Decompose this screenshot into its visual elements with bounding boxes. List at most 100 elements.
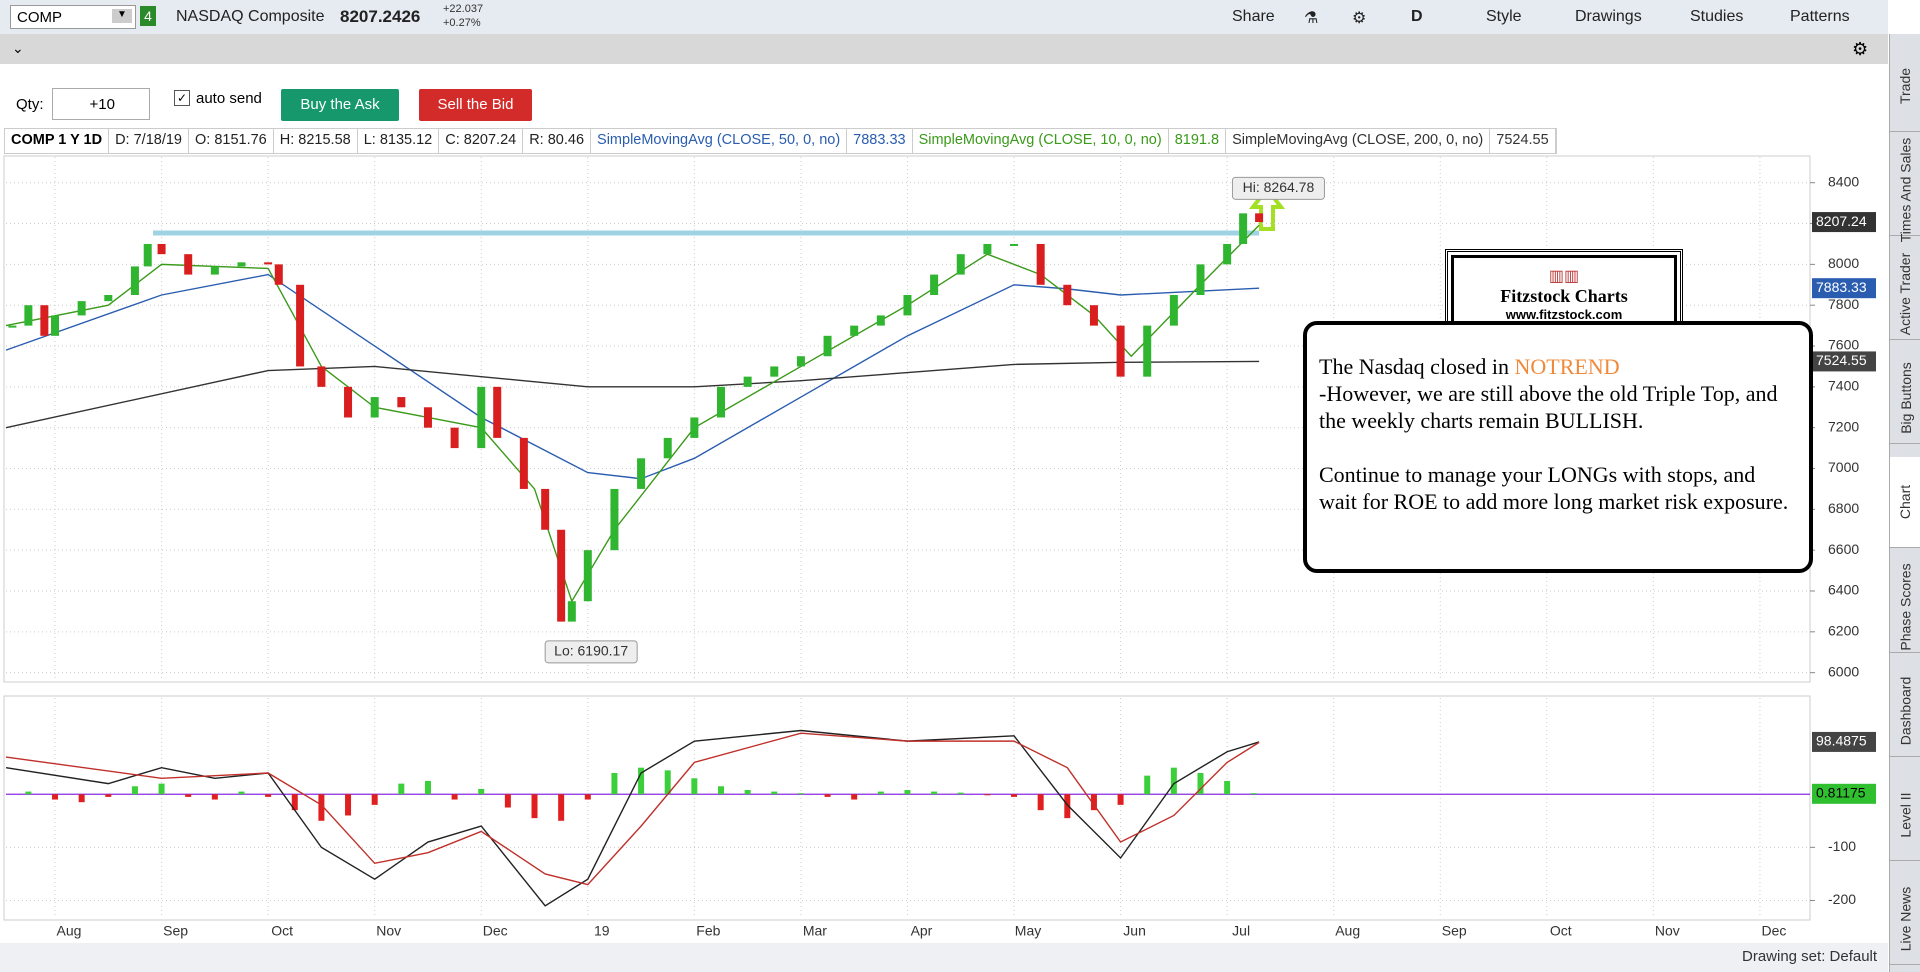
candle (157, 243, 166, 255)
x-tick-label: Mar (803, 923, 827, 939)
candle (493, 386, 502, 438)
sidebar-tab[interactable]: Dashboard (1890, 666, 1920, 757)
value-tag-label: 0.81175 (1816, 785, 1866, 801)
share-button[interactable]: Share (1232, 8, 1275, 25)
histogram-bar (345, 794, 352, 816)
histogram-bar (158, 783, 165, 795)
histogram-bar (1197, 772, 1204, 795)
candle (1169, 294, 1178, 326)
candle (663, 437, 672, 459)
header-item: 7883.33 (847, 129, 913, 153)
gear[interactable]: ⚙ (1852, 39, 1869, 59)
extreme-label: Lo: 6190.17 (554, 643, 628, 659)
y-tick-label: 6000 (1828, 663, 1859, 679)
tab-label: Live News (1897, 887, 1914, 952)
sidebar-tab[interactable]: Trade (1890, 41, 1920, 132)
histogram-bar (877, 791, 884, 795)
header-item: O: 8151.76 (189, 129, 274, 153)
histogram-bar (238, 791, 245, 795)
drawings-button[interactable]: Drawings (1575, 8, 1642, 25)
sidebar-tab[interactable]: Chart (1890, 457, 1920, 549)
header-item: 7524.55 (1490, 129, 1556, 153)
candle (1239, 213, 1248, 244)
candle (1255, 213, 1264, 223)
last-price: 8207.2426 (340, 7, 421, 26)
candle (317, 366, 326, 387)
x-tick-label: Nov (376, 923, 401, 939)
candle (397, 397, 406, 408)
value-tag-label: 7524.55 (1816, 352, 1867, 368)
histogram-bar (611, 772, 618, 795)
drawing-set: Drawing set: Default (1742, 948, 1878, 965)
lab-icon[interactable]: ⚗ (1304, 10, 1319, 27)
qty-input[interactable]: +10 (52, 88, 150, 120)
symbol-name: NASDAQ Composite (176, 8, 325, 25)
candle (876, 315, 885, 326)
symbol-box[interactable]: COMP ▼ (10, 5, 136, 29)
collapse[interactable]: ⌄ (12, 40, 24, 56)
buy-button[interactable]: Buy the Ask (281, 89, 399, 121)
moving-average (5, 360, 1260, 429)
candle (743, 376, 752, 387)
x-tick-label: Jul (1232, 923, 1250, 939)
sidebar: Trade Times And Sales Active Trader Big But… (1889, 34, 1920, 972)
candle (477, 386, 486, 449)
candle (956, 254, 965, 275)
candle (143, 243, 152, 267)
histogram-bar (824, 794, 831, 797)
x-tick-label: Dec (1761, 923, 1786, 939)
annotation: The Nasdaq closed in NOTREND -However, w… (1303, 321, 1813, 573)
y-tick-label: 6200 (1828, 623, 1859, 639)
extreme-box (544, 640, 638, 664)
link-badge[interactable]: 4 (140, 6, 156, 26)
settings-icon[interactable]: ⚙ (1352, 10, 1367, 27)
sidebar-tab[interactable]: Live News (1890, 874, 1920, 966)
histogram-bar (105, 794, 112, 797)
x-tick-label: Apr (911, 923, 933, 939)
change: +22.037 (443, 3, 484, 15)
sidebar-tab[interactable]: Level II (1890, 770, 1920, 862)
x-tick-label: Nov (1655, 923, 1680, 939)
patterns-button[interactable]: Patterns (1790, 8, 1850, 25)
logo-url: www.fitzstock.com (1505, 307, 1623, 322)
candle (1010, 243, 1019, 246)
extreme-box (1231, 176, 1325, 200)
sidebar-tab[interactable]: Big Buttons (1890, 353, 1920, 445)
candle (296, 284, 305, 367)
y-tick-label: 7600 (1828, 337, 1859, 353)
histogram-bar (371, 794, 378, 805)
symbol: COMP (17, 9, 62, 26)
candle (903, 294, 912, 316)
histogram-bar (52, 794, 59, 800)
sidebar-tab[interactable]: Active Trader (1890, 249, 1920, 341)
dropdown[interactable]: ▼ (112, 9, 132, 23)
histogram-bar (451, 794, 458, 800)
histogram-bar (478, 788, 485, 795)
tab-label: Dashboard (1897, 676, 1914, 746)
value-tag (1812, 351, 1876, 372)
style-button[interactable]: Style (1486, 8, 1522, 25)
candle (610, 488, 619, 551)
sidebar-tab[interactable]: Phase Scores (1890, 562, 1920, 653)
period-button[interactable]: D (1411, 8, 1423, 25)
y-tick-label: 7400 (1828, 378, 1859, 394)
histogram-bar (744, 789, 751, 795)
candle (770, 366, 779, 377)
candle (519, 437, 528, 489)
histogram-bar (1090, 794, 1097, 811)
histogram-bar (638, 767, 645, 795)
header-item: 8191.8 (1169, 129, 1227, 153)
sidebar-tab[interactable]: Times And Sales (1890, 138, 1920, 242)
studies-button[interactable]: Studies (1690, 8, 1744, 25)
candle (557, 529, 566, 622)
header-item: COMP 1 Y 1D (5, 129, 110, 153)
sell-button[interactable]: Sell the Bid (419, 89, 532, 121)
checkbox[interactable]: ✓ (174, 90, 190, 106)
x-tick-label: Aug (57, 923, 82, 939)
candle (1196, 264, 1205, 295)
macd-line (5, 732, 1260, 886)
qty: +10 (89, 96, 115, 113)
candle (210, 266, 219, 275)
histogram-bar (558, 794, 565, 821)
candle (930, 274, 939, 295)
